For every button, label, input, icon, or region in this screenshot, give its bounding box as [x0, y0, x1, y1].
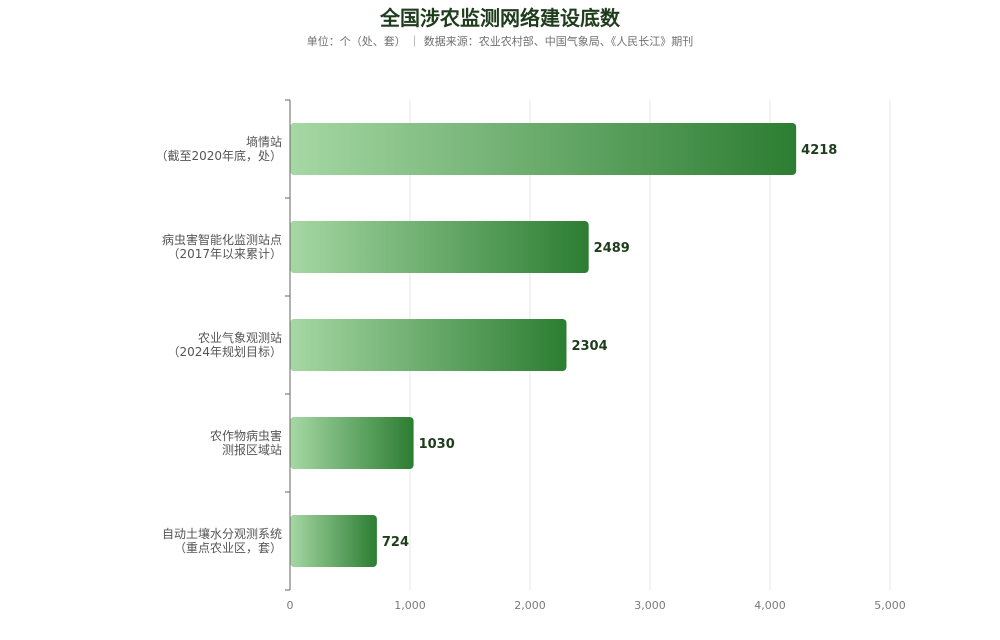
category-label: 农作物病虫害测报区域站	[210, 428, 282, 457]
chart-title: 全国涉农监测网络建设底数	[380, 6, 620, 30]
data-label: 1030	[419, 437, 455, 452]
category-label: 自动土壤水分观测系统（重点农业区，套）	[162, 526, 282, 555]
category-label-line: 测报区域站	[222, 442, 282, 457]
category-label-line: （重点农业区，套）	[174, 541, 282, 555]
category-label: 墒情站（截至2020年底，处）	[155, 134, 282, 163]
bar	[290, 319, 567, 371]
data-label: 2304	[571, 339, 607, 354]
category-label-line: （2024年规划目标）	[167, 344, 282, 359]
x-tick-label: 0	[287, 599, 294, 612]
x-tick-label: 4,000	[754, 599, 786, 612]
bar	[290, 221, 589, 273]
bar	[290, 417, 414, 469]
chart-subtitle: 单位：个（处、套） ｜ 数据来源：农业农村部、中国气象局、《人民长江》期刊	[306, 35, 694, 48]
category-label-line: 农业气象观测站	[198, 330, 282, 345]
x-tick-label: 1,000	[394, 599, 426, 612]
category-label-line: 墒情站	[246, 134, 282, 149]
data-label: 4218	[801, 143, 837, 158]
category-label-line: （截至2020年底，处）	[155, 148, 282, 163]
category-label: 病虫害智能化监测站点（2017年以来累计）	[162, 232, 282, 261]
data-label: 724	[382, 535, 409, 550]
data-label: 2489	[594, 241, 630, 256]
x-tick-label: 2,000	[514, 599, 546, 612]
category-label-line: 病虫害智能化监测站点	[162, 232, 282, 247]
x-tick-label: 5,000	[874, 599, 906, 612]
category-label-line: 自动土壤水分观测系统	[162, 526, 282, 541]
category-label: 农业气象观测站（2024年规划目标）	[167, 330, 282, 359]
x-tick-label: 3,000	[634, 599, 666, 612]
category-label-line: （2017年以来累计）	[167, 247, 282, 261]
bar	[290, 123, 797, 175]
bar	[290, 515, 377, 567]
category-label-line: 农作物病虫害	[210, 428, 282, 443]
